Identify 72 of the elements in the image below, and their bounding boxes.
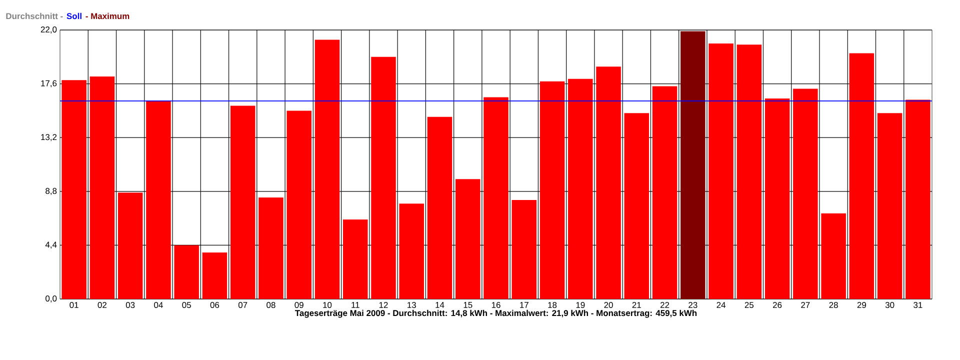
bar: [568, 78, 593, 299]
x-tick-label: 28: [829, 302, 838, 308]
bar: [736, 44, 762, 299]
x-tick-label: 10: [323, 302, 332, 308]
x-tick-label: 20: [604, 302, 613, 308]
bar: [230, 106, 256, 299]
x-tick-label: 26: [773, 302, 782, 308]
text: Durchschnitt -: [6, 12, 63, 20]
bar: [202, 252, 228, 299]
x-tick-label: 13: [408, 302, 416, 308]
x-axis-title: Tageserträge Mai 2009 - Durchschnitt: 14,8 kWh - Maximalwert: 21,9 kWh - Monatsertrag: 459,5 kWh: [295, 310, 697, 318]
bar: [90, 76, 115, 299]
x-tick-label: 30: [885, 302, 894, 308]
x-tick-label: 05: [182, 302, 191, 308]
bar: [849, 53, 874, 299]
x-tick-label: 06: [210, 302, 220, 308]
x-tick-label: 21: [632, 302, 641, 308]
x-tick-label: 14: [436, 302, 444, 308]
x-tick-label: 25: [744, 302, 754, 308]
x-tick-label: 24: [716, 302, 726, 308]
x-tick-label: 17: [520, 302, 528, 308]
x-tick-label: 04: [154, 302, 163, 308]
bar: [652, 86, 678, 299]
x-tick-label: 23: [688, 302, 698, 308]
bar: [286, 110, 312, 299]
x-tick-label: 15: [464, 302, 472, 308]
x-tick-label: 31: [914, 302, 922, 308]
x-tick-label: 16: [492, 302, 500, 308]
x-tick-label: 12: [379, 302, 388, 308]
bar: [174, 245, 199, 299]
text: - Maximum: [86, 12, 130, 20]
x-tick-label: 07: [238, 302, 248, 308]
bar: [427, 116, 452, 299]
x-tick-label: 03: [126, 302, 135, 308]
x-tick-label: 09: [294, 302, 304, 308]
bar: [371, 56, 396, 299]
bar: [708, 43, 734, 299]
bar: [118, 192, 143, 299]
bar: [399, 204, 424, 299]
x-tick-label: 02: [98, 302, 106, 308]
bar: [624, 113, 650, 299]
bar: [258, 198, 284, 299]
x-tick-label: 18: [548, 302, 557, 308]
x-tick-label: 27: [801, 302, 810, 308]
y-tick-label: 4,4: [45, 242, 57, 249]
x-tick-label: 22: [660, 302, 670, 308]
y-tick-label: 13,2: [41, 134, 57, 142]
bar: [456, 179, 480, 299]
y-tick-label: 17,6: [41, 80, 57, 88]
bar: [680, 31, 706, 299]
bar: [146, 100, 171, 299]
bar: [540, 81, 565, 299]
y-tick-label: 0,0: [46, 296, 57, 302]
bar: [512, 200, 537, 299]
x-tick-label: 01: [70, 302, 78, 308]
y-tick-label: 22,0: [40, 26, 57, 34]
bar: [906, 100, 930, 299]
ref-line-label: Soll: [66, 12, 82, 20]
y-tick-label: 8,8: [46, 188, 57, 195]
bar: [62, 80, 86, 299]
x-tick-label: 19: [576, 302, 585, 308]
bar: [342, 220, 368, 299]
x-tick-label: 29: [857, 302, 866, 308]
bar: [821, 213, 846, 299]
bar: [484, 97, 508, 299]
x-tick-label: 11: [352, 302, 360, 308]
bar: [877, 113, 902, 299]
bar: [793, 88, 818, 299]
bar: [764, 98, 790, 299]
bar: [596, 66, 621, 299]
bar: [314, 40, 340, 299]
x-tick-label: 08: [266, 302, 276, 308]
